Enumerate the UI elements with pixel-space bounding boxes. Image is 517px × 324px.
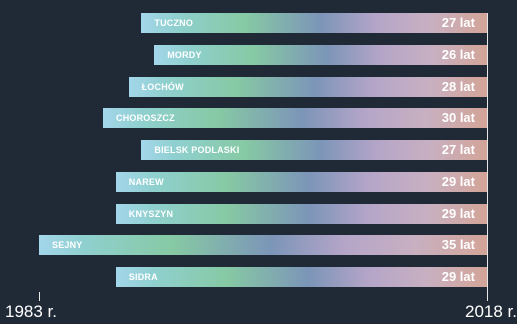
bar xyxy=(154,45,487,65)
bar-category-label: SIDRA xyxy=(128,272,158,282)
bar-category-label: MORDY xyxy=(167,50,202,60)
bar-category-label: CHOROSZCZ xyxy=(116,113,175,123)
bar-value-label: 28 lat xyxy=(441,79,475,94)
bar-category-label: TUCZNO xyxy=(154,18,194,28)
bar-row: ŁOCHÓW 28 lat xyxy=(128,77,487,97)
bar-category-label: BIELSK PODLASKI xyxy=(154,145,240,155)
axis-tick xyxy=(487,13,488,301)
bar-category-label: SEJNY xyxy=(52,240,83,250)
bar-value-label: 27 lat xyxy=(441,142,475,157)
bar xyxy=(115,204,487,224)
bar-value-label: 26 lat xyxy=(441,47,475,62)
bar-category-label: KNYSZYN xyxy=(128,209,174,219)
bar-value-label: 29 lat xyxy=(441,206,475,221)
bar xyxy=(128,77,487,97)
bar-value-label: 30 lat xyxy=(441,110,475,125)
bar-value-label: 27 lat xyxy=(441,15,475,30)
bar xyxy=(115,172,487,192)
bar xyxy=(103,108,487,128)
bar-category-label: NAREW xyxy=(128,177,164,187)
bar xyxy=(141,13,487,33)
bar xyxy=(39,235,487,255)
bar-row: NAREW 29 lat xyxy=(115,172,487,192)
bar-row: SEJNY 35 lat xyxy=(39,235,487,255)
bar-row: KNYSZYN 29 lat xyxy=(115,204,487,224)
axis-label: 2018 r. xyxy=(465,302,517,321)
bar xyxy=(115,267,487,287)
bar-category-label: ŁOCHÓW xyxy=(141,82,184,92)
axis-tick xyxy=(39,292,40,301)
bar-row: CHOROSZCZ 30 lat xyxy=(103,108,487,128)
bar-value-label: 35 lat xyxy=(441,237,475,252)
bar-row: SIDRA 29 lat xyxy=(115,267,487,287)
bar-value-label: 29 lat xyxy=(441,269,475,284)
bar-row: MORDY 26 lat xyxy=(154,45,487,65)
bar xyxy=(141,140,487,160)
bar-row: TUCZNO 27 lat xyxy=(141,13,487,33)
bar-row: BIELSK PODLASKI 27 lat xyxy=(141,140,487,160)
bar-value-label: 29 lat xyxy=(441,174,475,189)
axis-label: 1983 r. xyxy=(5,302,57,321)
